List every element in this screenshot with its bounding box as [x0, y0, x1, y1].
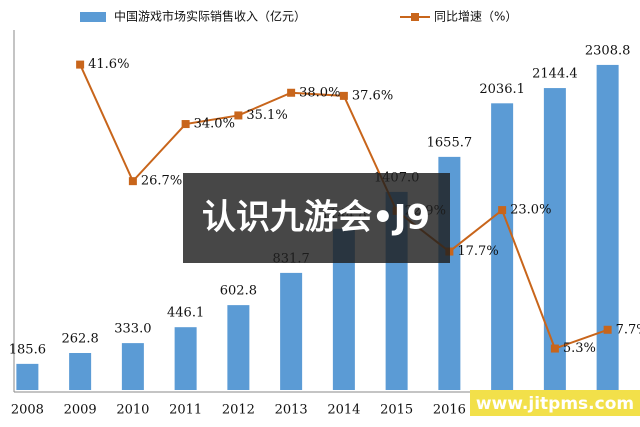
x-tick-label: 2013: [275, 403, 308, 418]
line-marker: [234, 111, 243, 120]
bar-label: 2036.1: [479, 82, 525, 97]
bar: [543, 88, 566, 390]
bar: [121, 343, 144, 390]
watermark: www.jitpms.com: [476, 394, 634, 414]
bar: [174, 327, 197, 390]
bar-label: 446.1: [167, 306, 204, 321]
line-marker: [76, 60, 85, 69]
plot: 2008200920102011201220132014201520162017…: [9, 43, 640, 417]
line-label: 34.0%: [194, 117, 235, 132]
x-tick-label: 2011: [169, 403, 202, 418]
line-label: 37.6%: [352, 88, 393, 103]
watermark-box: [470, 390, 640, 416]
legend-swatch: [411, 13, 419, 21]
line-label: 41.6%: [88, 57, 129, 72]
x-tick-label: 2009: [64, 403, 97, 418]
legend-label: 同比增速（%）: [434, 10, 517, 24]
legend-swatch: [80, 12, 106, 22]
bar: [280, 272, 303, 390]
bar-label: 602.8: [220, 284, 257, 299]
bar-label: 262.8: [62, 331, 99, 346]
line-label: 26.7%: [141, 174, 182, 189]
overlay-box: [183, 173, 450, 263]
line-label: 35.1%: [246, 108, 287, 123]
line-label: 23.0%: [510, 203, 551, 218]
x-tick-label: 2010: [116, 403, 149, 418]
x-tick-label: 2008: [11, 403, 44, 418]
line-label: 5.3%: [563, 341, 596, 356]
bar-label: 185.6: [9, 342, 46, 357]
bar: [596, 64, 619, 390]
legend: 中国游戏市场实际销售收入（亿元） 同比增速（%）: [80, 9, 517, 24]
x-tick-label: 2015: [380, 403, 413, 418]
line-marker: [339, 91, 348, 100]
line-marker: [603, 325, 612, 334]
line-marker: [550, 344, 559, 353]
bar: [332, 228, 355, 390]
line-marker: [128, 177, 137, 186]
line-label: 7.7%: [616, 322, 640, 337]
bar-label: 2308.8: [585, 43, 631, 58]
bar: [227, 305, 250, 390]
line-marker: [287, 88, 296, 97]
bar: [16, 363, 39, 390]
legend-label: 中国游戏市场实际销售收入（亿元）: [114, 9, 306, 24]
overlay-text: 认识九游会•J9: [202, 198, 430, 238]
line-label: 38.0%: [299, 85, 340, 100]
x-tick-label: 2012: [222, 403, 255, 418]
x-tick-label: 2016: [433, 403, 466, 418]
bar: [69, 352, 92, 390]
bar-label: 2144.4: [532, 67, 578, 82]
bar-label: 333.0: [114, 322, 151, 337]
line-label: 17.7%: [457, 244, 498, 259]
x-tick-label: 2014: [327, 403, 360, 418]
line-marker: [498, 206, 507, 215]
bar: [491, 103, 514, 390]
bar-label: 1655.7: [427, 135, 473, 150]
line-marker: [181, 120, 190, 129]
